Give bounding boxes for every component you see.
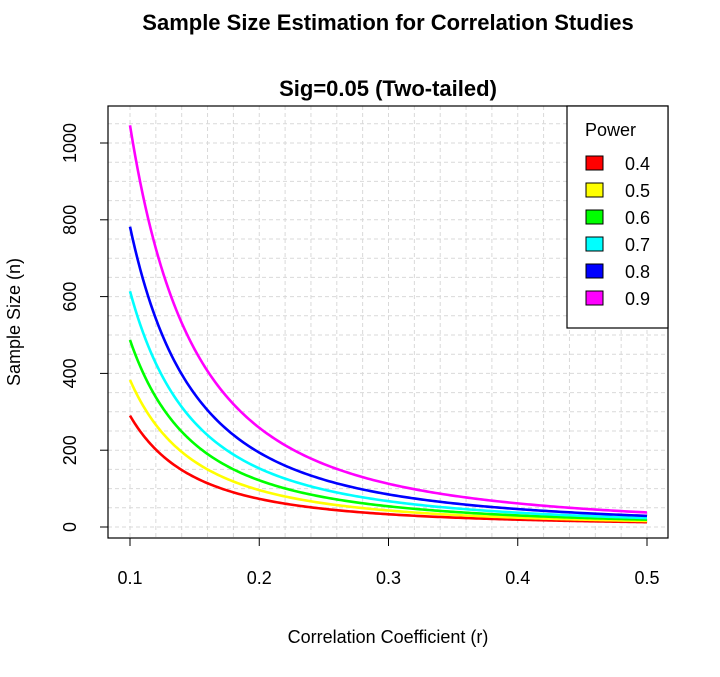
legend-label: 0.7 (625, 235, 650, 255)
legend-swatch (585, 290, 604, 306)
series-line-0.7 (128, 290, 648, 520)
legend: Power 0.4 0.5 0.6 0.7 0.8 0.9 (566, 105, 669, 329)
chart-title: Sample Size Estimation for Correlation S… (142, 10, 633, 35)
x-tick-label: 0.4 (505, 568, 530, 588)
legend-title: Power (585, 120, 636, 140)
legend-box (566, 105, 669, 329)
series-line-0.4 (128, 414, 648, 524)
y-axis-label: Sample Size (n) (4, 258, 24, 386)
x-axis: 0.1 0.2 0.3 0.4 0.5 (117, 537, 660, 588)
y-tick-label: 1000 (60, 123, 80, 163)
legend-swatch (585, 263, 604, 279)
series-line-0.5 (128, 379, 648, 523)
x-tick-label: 0.2 (247, 568, 272, 588)
series-line-0.9 (128, 125, 648, 514)
legend-swatch (585, 182, 604, 198)
legend-label: 0.8 (625, 262, 650, 282)
y-tick-label: 600 (60, 282, 80, 312)
y-tick-label: 200 (60, 435, 80, 465)
legend-label: 0.4 (625, 154, 650, 174)
x-axis-label: Correlation Coefficient (r) (288, 627, 489, 647)
chart-subtitle: Sig=0.05 (Two-tailed) (279, 76, 497, 101)
legend-label: 0.6 (625, 208, 650, 228)
legend-swatch (585, 209, 604, 225)
series-lines (128, 125, 648, 524)
legend-label: 0.5 (625, 181, 650, 201)
legend-swatch (585, 236, 604, 252)
x-tick-label: 0.3 (376, 568, 401, 588)
x-tick-label: 0.1 (117, 568, 142, 588)
series-line-0.8 (128, 226, 648, 518)
x-tick-label: 0.5 (634, 568, 659, 588)
y-tick-label: 0 (60, 522, 80, 532)
y-tick-label: 400 (60, 358, 80, 388)
series-line-0.6 (128, 339, 648, 521)
y-axis: 0 200 400 600 800 1000 (60, 123, 109, 532)
y-tick-label: 800 (60, 205, 80, 235)
legend-swatch (585, 155, 604, 171)
legend-label: 0.9 (625, 289, 650, 309)
